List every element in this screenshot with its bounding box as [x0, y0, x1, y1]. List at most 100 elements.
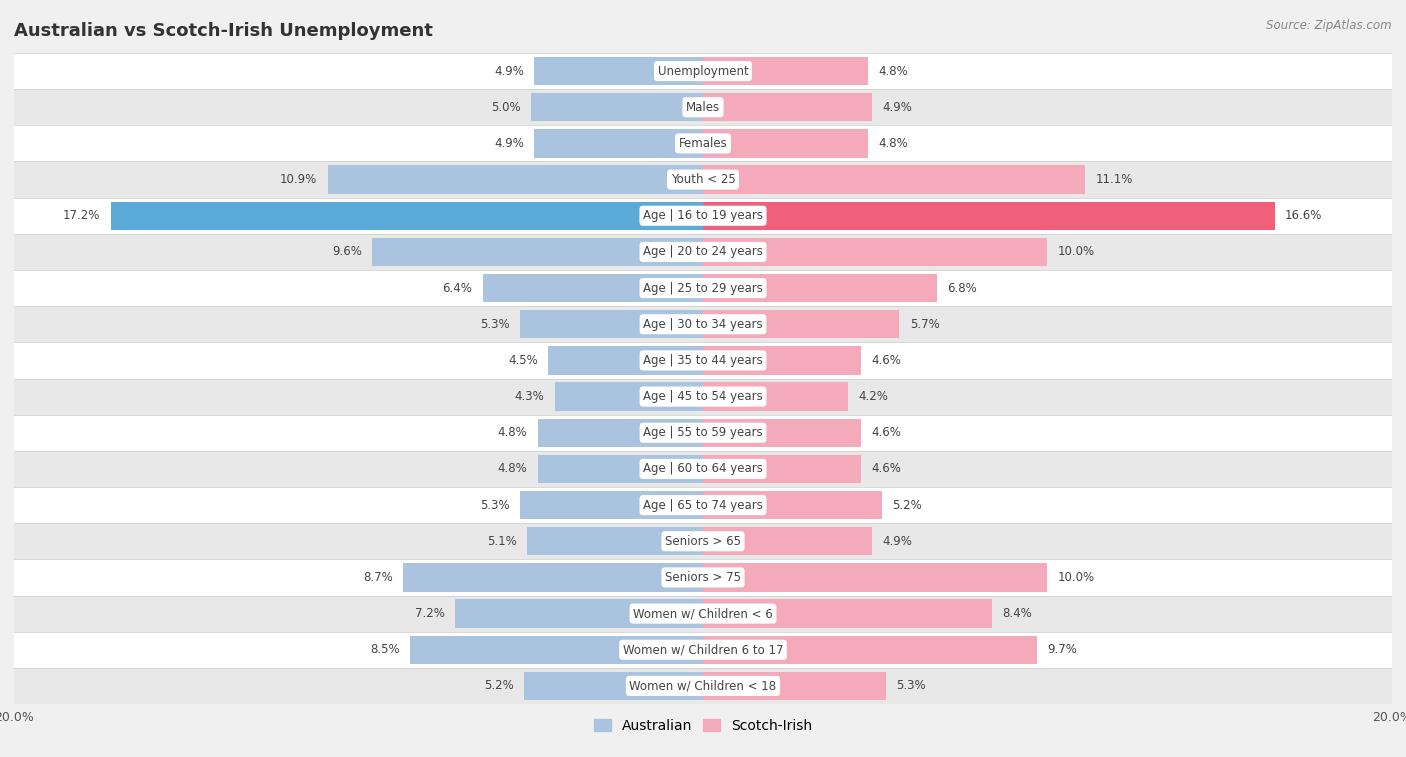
Text: 4.8%: 4.8%: [879, 64, 908, 77]
Bar: [524, 671, 703, 700]
Text: Age | 35 to 44 years: Age | 35 to 44 years: [643, 354, 763, 367]
Text: 5.2%: 5.2%: [484, 680, 513, 693]
Text: Age | 65 to 74 years: Age | 65 to 74 years: [643, 499, 763, 512]
Text: Age | 45 to 54 years: Age | 45 to 54 years: [643, 390, 763, 403]
Bar: [537, 455, 703, 483]
Bar: [703, 671, 886, 700]
Text: Age | 20 to 24 years: Age | 20 to 24 years: [643, 245, 763, 258]
Text: 10.9%: 10.9%: [280, 173, 318, 186]
Text: 5.1%: 5.1%: [488, 534, 517, 548]
Text: Males: Males: [686, 101, 720, 114]
Bar: [404, 563, 703, 591]
Text: 7.2%: 7.2%: [415, 607, 444, 620]
Bar: [703, 93, 872, 121]
Bar: [703, 166, 1085, 194]
Text: Females: Females: [679, 137, 727, 150]
Text: 8.4%: 8.4%: [1002, 607, 1032, 620]
Text: Age | 55 to 59 years: Age | 55 to 59 years: [643, 426, 763, 439]
Bar: [555, 382, 703, 411]
Text: 4.9%: 4.9%: [494, 64, 524, 77]
Bar: [373, 238, 703, 266]
Bar: [703, 310, 900, 338]
Text: 4.8%: 4.8%: [498, 463, 527, 475]
Bar: [14, 559, 1392, 596]
Text: Youth < 25: Youth < 25: [671, 173, 735, 186]
Text: 5.2%: 5.2%: [893, 499, 922, 512]
Bar: [520, 310, 703, 338]
Text: Australian vs Scotch-Irish Unemployment: Australian vs Scotch-Irish Unemployment: [14, 22, 433, 40]
Bar: [14, 487, 1392, 523]
Text: Seniors > 75: Seniors > 75: [665, 571, 741, 584]
Text: 9.6%: 9.6%: [332, 245, 361, 258]
Bar: [703, 57, 869, 86]
Bar: [14, 342, 1392, 378]
Text: Age | 16 to 19 years: Age | 16 to 19 years: [643, 209, 763, 223]
Text: 4.8%: 4.8%: [879, 137, 908, 150]
Text: Unemployment: Unemployment: [658, 64, 748, 77]
Bar: [14, 234, 1392, 270]
Bar: [14, 306, 1392, 342]
Legend: Australian, Scotch-Irish: Australian, Scotch-Irish: [593, 719, 813, 733]
Bar: [703, 274, 938, 302]
Text: Age | 25 to 29 years: Age | 25 to 29 years: [643, 282, 763, 294]
Text: 4.6%: 4.6%: [872, 354, 901, 367]
Text: 5.3%: 5.3%: [896, 680, 925, 693]
Bar: [520, 491, 703, 519]
Text: Source: ZipAtlas.com: Source: ZipAtlas.com: [1267, 19, 1392, 32]
Bar: [703, 491, 882, 519]
Bar: [14, 415, 1392, 451]
Bar: [14, 451, 1392, 487]
Text: 4.6%: 4.6%: [872, 426, 901, 439]
Text: 8.5%: 8.5%: [370, 643, 399, 656]
Bar: [703, 129, 869, 157]
Bar: [14, 161, 1392, 198]
Text: Age | 30 to 34 years: Age | 30 to 34 years: [643, 318, 763, 331]
Bar: [14, 270, 1392, 306]
Text: Women w/ Children < 6: Women w/ Children < 6: [633, 607, 773, 620]
Bar: [534, 57, 703, 86]
Bar: [14, 198, 1392, 234]
Text: Seniors > 65: Seniors > 65: [665, 534, 741, 548]
Bar: [14, 596, 1392, 631]
Text: 10.0%: 10.0%: [1057, 571, 1095, 584]
Text: Age | 60 to 64 years: Age | 60 to 64 years: [643, 463, 763, 475]
Bar: [411, 636, 703, 664]
Text: 4.2%: 4.2%: [858, 390, 887, 403]
Bar: [14, 668, 1392, 704]
Text: 6.8%: 6.8%: [948, 282, 977, 294]
Text: 10.0%: 10.0%: [1057, 245, 1095, 258]
Text: 11.1%: 11.1%: [1095, 173, 1133, 186]
Bar: [537, 419, 703, 447]
Bar: [527, 527, 703, 556]
Bar: [531, 93, 703, 121]
Bar: [703, 636, 1038, 664]
Text: 6.4%: 6.4%: [443, 282, 472, 294]
Bar: [14, 126, 1392, 161]
Bar: [703, 600, 993, 628]
Text: 16.6%: 16.6%: [1285, 209, 1323, 223]
Bar: [703, 455, 862, 483]
Bar: [111, 201, 703, 230]
Text: 5.3%: 5.3%: [481, 499, 510, 512]
Text: 4.6%: 4.6%: [872, 463, 901, 475]
Text: Women w/ Children < 18: Women w/ Children < 18: [630, 680, 776, 693]
Text: 4.9%: 4.9%: [882, 101, 912, 114]
Bar: [14, 523, 1392, 559]
Bar: [703, 238, 1047, 266]
Text: Women w/ Children 6 to 17: Women w/ Children 6 to 17: [623, 643, 783, 656]
Bar: [482, 274, 703, 302]
Bar: [703, 419, 862, 447]
Text: 4.5%: 4.5%: [508, 354, 537, 367]
Bar: [703, 563, 1047, 591]
Text: 4.3%: 4.3%: [515, 390, 544, 403]
Text: 8.7%: 8.7%: [363, 571, 392, 584]
Bar: [548, 346, 703, 375]
Bar: [534, 129, 703, 157]
Bar: [14, 378, 1392, 415]
Text: 4.9%: 4.9%: [882, 534, 912, 548]
Text: 5.0%: 5.0%: [491, 101, 520, 114]
Bar: [14, 631, 1392, 668]
Text: 5.7%: 5.7%: [910, 318, 939, 331]
Text: 4.9%: 4.9%: [494, 137, 524, 150]
Bar: [703, 201, 1275, 230]
